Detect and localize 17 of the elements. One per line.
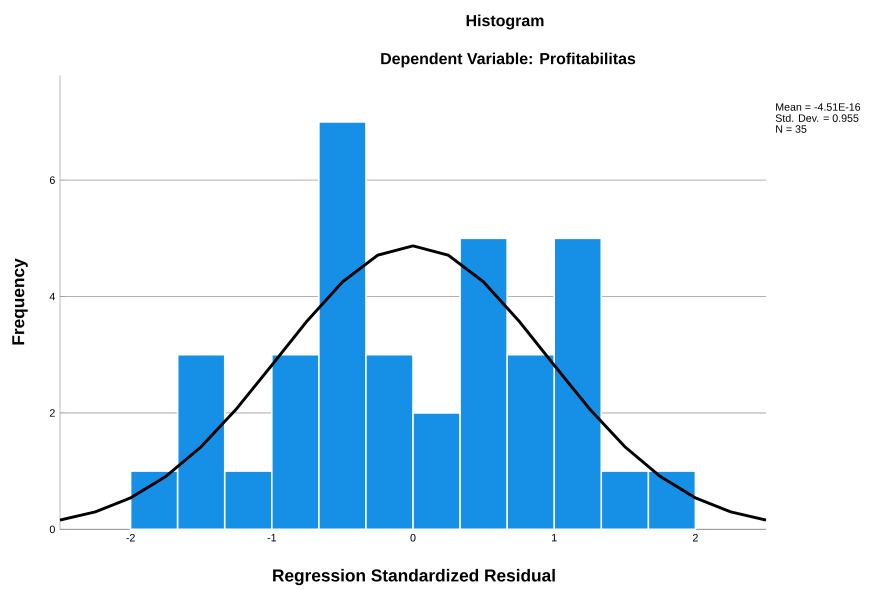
chart-title: Histogram (466, 14, 544, 30)
y-tick-label: 6 (50, 176, 55, 184)
y-axis-title: Frequency (12, 258, 28, 345)
y-tick-label: 0 (50, 526, 55, 534)
x-tick-label: 2 (692, 534, 698, 542)
x-tick-label: 1 (552, 534, 557, 542)
y-tick-label: 4 (50, 293, 56, 300)
text: Std. Dev. = 0.955 (776, 114, 858, 122)
x-tick-label: -1 (268, 534, 276, 542)
y-tick-label: 2 (50, 409, 55, 417)
text: Mean = -4.51E-16 (776, 103, 860, 111)
text: N = 35 (776, 125, 806, 133)
chart-subtitle: Dependent Variable: Profitabilitas (381, 52, 636, 68)
x-tick-label: 0 (410, 534, 416, 542)
line-series (58, 244, 768, 522)
x-tick-label: -2 (126, 534, 135, 542)
x-axis-title: Regression Standardized Residual (273, 569, 555, 586)
